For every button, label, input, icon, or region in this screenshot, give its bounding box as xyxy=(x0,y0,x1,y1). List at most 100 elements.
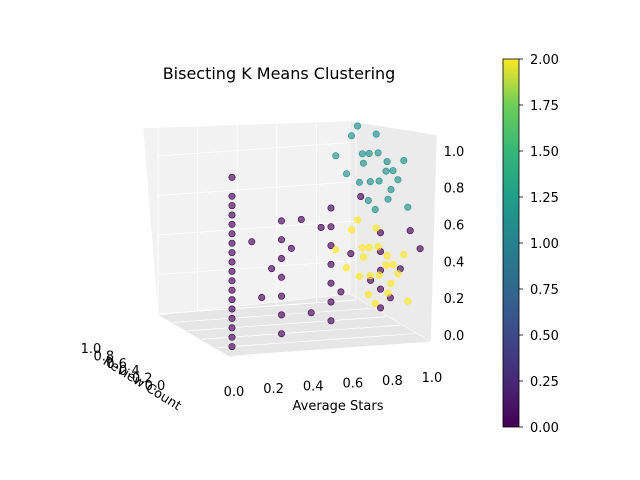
scatter-point-cluster-1 xyxy=(342,170,350,178)
grid-lines xyxy=(157,102,431,357)
colorbar-tick-label: 0.50 xyxy=(530,329,559,344)
z-tick-label: 0.8 xyxy=(444,182,465,197)
scatter-point-cluster-2 xyxy=(374,243,382,251)
scatter-point-cluster-0 xyxy=(228,333,236,341)
scatter-point-cluster-0 xyxy=(297,216,305,224)
scatter-point-cluster-0 xyxy=(228,249,236,257)
scatter-point-cluster-0 xyxy=(277,217,285,225)
scatter-point-cluster-0 xyxy=(228,267,236,275)
scatter-point-cluster-0 xyxy=(277,236,285,244)
y-axis-label: Review Count xyxy=(100,354,184,414)
scatter-point-cluster-1 xyxy=(372,130,380,138)
colorbar-tick-label: 1.50 xyxy=(530,145,559,160)
colorbar-tick-label: 1.75 xyxy=(530,99,559,114)
scatter-point-cluster-1 xyxy=(404,203,412,211)
scatter-point-cluster-0 xyxy=(268,265,276,273)
grid-line xyxy=(157,102,357,117)
x-tick-label: 0.2 xyxy=(263,382,284,397)
scatter-point-cluster-2 xyxy=(384,289,392,297)
scatter-point-cluster-1 xyxy=(383,158,391,166)
scatter-point-cluster-1 xyxy=(374,149,382,157)
scatter-point-cluster-0 xyxy=(228,220,236,228)
scatter-point-cluster-0 xyxy=(228,192,236,200)
scatter-point-cluster-0 xyxy=(228,230,236,238)
scatter-point-cluster-2 xyxy=(353,216,361,224)
colorbar-tick-label: 2.00 xyxy=(530,53,559,68)
scatter-point-cluster-0 xyxy=(307,309,315,317)
scatter-point-cluster-0 xyxy=(228,296,236,304)
scatter-point-cluster-0 xyxy=(327,204,335,212)
grid-line xyxy=(187,316,386,332)
z-tick-label: 0.6 xyxy=(444,219,465,234)
scatter-point-cluster-0 xyxy=(277,255,285,263)
colorbar-tick-label: 0.75 xyxy=(530,283,559,298)
scatter-point-cluster-2 xyxy=(365,244,373,252)
scatter-point-cluster-0 xyxy=(228,173,236,181)
scatter-point-cluster-2 xyxy=(387,279,395,287)
grid-line xyxy=(157,299,357,315)
scatter-point-cluster-0 xyxy=(228,211,236,219)
scatter-point-cluster-2 xyxy=(364,290,372,298)
x-axis-ticks: 0.0 0.2 0.4 0.6 0.8 1.0 xyxy=(224,371,443,400)
x-tick-label: 1.0 xyxy=(422,371,443,386)
scatter-point-cluster-0 xyxy=(337,288,345,296)
scatter-point-cluster-0 xyxy=(228,343,236,351)
scatter-point-cluster-0 xyxy=(327,279,335,287)
scatter-point-cluster-1 xyxy=(382,167,390,175)
x-tick-label: 0.0 xyxy=(224,385,245,400)
x-tick-label: 0.4 xyxy=(303,379,324,394)
scatter-point-cluster-1 xyxy=(355,178,363,186)
chart-title: Bisecting K Means Clustering xyxy=(163,64,396,83)
scatter-point-cluster-0 xyxy=(347,250,355,258)
x-tick-label: 0.6 xyxy=(342,377,363,392)
scatter-point-cluster-2 xyxy=(347,226,355,234)
scatter-point-cluster-0 xyxy=(277,330,285,338)
scatter-point-cluster-0 xyxy=(228,314,236,322)
y-tick-label: 0.2 xyxy=(132,372,153,387)
colorbar xyxy=(502,58,520,428)
scatter-point-cluster-0 xyxy=(416,245,424,253)
y-tick-label: 0.4 xyxy=(119,364,140,379)
y-tick-label: 1.0 xyxy=(81,342,102,357)
scatter-point-cluster-2 xyxy=(404,297,412,305)
scatter-point-cluster-0 xyxy=(327,242,335,250)
scatter-point-cluster-0 xyxy=(248,238,256,246)
y-tick-label: 0.6 xyxy=(106,357,127,372)
scatter-point-cluster-1 xyxy=(359,159,367,167)
x-axis-label: Average Stars xyxy=(293,399,384,414)
scatter-point-cluster-1 xyxy=(394,176,402,184)
scatter-point-cluster-0 xyxy=(228,324,236,332)
scatter-point-cluster-1 xyxy=(366,178,374,186)
y-tick-label: 0.8 xyxy=(93,349,114,364)
grid-line xyxy=(157,181,357,196)
x-tick-label: 0.8 xyxy=(382,374,403,389)
colorbar-ticks: 0.00 0.25 0.50 0.75 1.00 1.25 1.50 1.75 2.00 xyxy=(519,53,559,436)
scatter-point-cluster-2 xyxy=(382,261,390,269)
scatter-point-cluster-2 xyxy=(359,253,367,261)
scatter-point-cluster-1 xyxy=(358,150,366,158)
scatter-point-cluster-1 xyxy=(347,132,355,140)
y-tick-label: 0.0 xyxy=(145,379,166,394)
grid-line xyxy=(172,308,371,323)
scatter-point-cluster-1 xyxy=(371,206,379,214)
colorbar-tick-label: 1.25 xyxy=(530,191,559,206)
scatter-point-cluster-2 xyxy=(389,261,397,269)
axes-3d xyxy=(142,102,438,358)
colorbar-tick-label: 0.25 xyxy=(530,375,559,390)
scatter-point-cluster-0 xyxy=(317,224,325,232)
scatter-point-cluster-2 xyxy=(366,272,374,280)
y-axis-ticks: 0.00.20.40.60.81.0 xyxy=(81,342,166,394)
scatter-point-cluster-2 xyxy=(342,264,350,272)
grid-line xyxy=(231,341,431,357)
scatter-point-cluster-0 xyxy=(327,260,335,268)
scatter-point-cluster-0 xyxy=(376,304,384,312)
z-tick-label: 0.2 xyxy=(444,292,465,307)
scatter-point-cluster-0 xyxy=(228,258,236,266)
scatter-point-cluster-0 xyxy=(376,229,384,237)
scatter-points xyxy=(228,122,424,351)
scatter-point-cluster-1 xyxy=(389,167,397,175)
scatter-point-cluster-0 xyxy=(228,286,236,294)
pane-floor xyxy=(157,293,432,358)
z-axis-ticks: 0.0 0.2 0.4 0.6 0.8 1.0 xyxy=(444,145,465,344)
